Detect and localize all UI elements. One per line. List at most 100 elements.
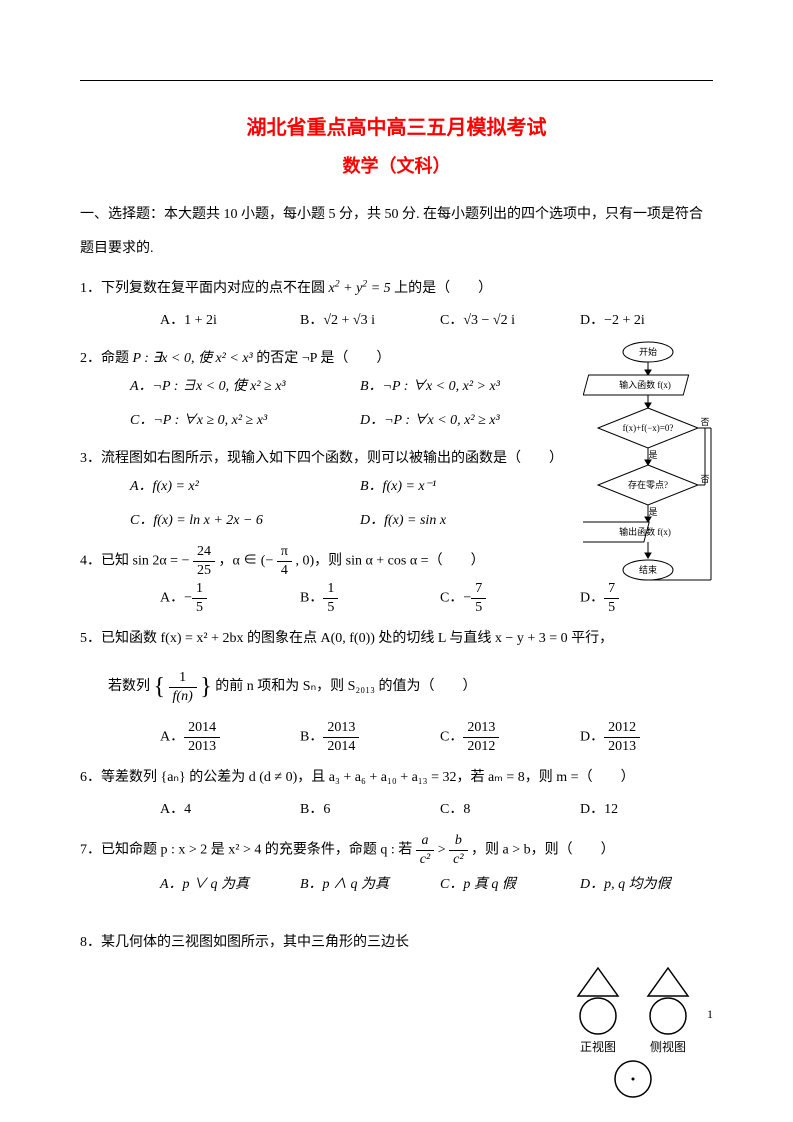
- q4B: B．: [300, 591, 323, 606]
- top-rule: [80, 80, 713, 81]
- fc-start: 开始: [639, 346, 657, 357]
- side-view: 侧视图: [643, 966, 693, 1055]
- fc-output: 输出函数 f(x): [619, 526, 671, 537]
- top-view-svg: [608, 1057, 658, 1102]
- q1-opt-d: D．−2 + 2i: [580, 307, 680, 335]
- q7-opt-a: A．p ∨ q 为真: [160, 871, 260, 899]
- question-8: 8．某几何体的三视图如图所示，其中三角形的三边长: [80, 929, 713, 957]
- q7f2: bc²: [449, 834, 467, 867]
- q2-opt-d: D．¬P : ∀x < 0, x² ≥ x³: [360, 407, 560, 435]
- question-1: 1．下列复数在复平面内对应的点不在圆 x2 + y2 = 5 上的是（ ） A．…: [80, 275, 713, 335]
- q4-frac1-num: 24: [193, 545, 215, 562]
- q3-stem: 3．流程图如右图所示，现输入如下四个函数，则可以被输出的函数是（ ）: [80, 445, 563, 473]
- q4Cd: 5: [471, 599, 486, 615]
- fc-cond2: 存在零点?: [628, 479, 668, 490]
- q6-opt-b: B．6: [300, 796, 400, 824]
- q5-opt-a: A．20142013: [160, 721, 260, 754]
- question-6: 6．等差数列 {aₙ} 的公差为 d (d ≠ 0)，且 a₃ + a₆ + a…: [80, 764, 713, 824]
- q5-opt-d: D．20122013: [580, 721, 680, 754]
- q1-stem: 1．下列复数在复平面内对应的点不在圆 x2 + y2 = 5 上的是（ ）: [80, 275, 713, 303]
- brace-l: {: [154, 674, 166, 700]
- section-intro: 一、选择题：本大题共 10 小题，每小题 5 分，共 50 分. 在每小题列出的…: [80, 198, 713, 265]
- q4-frac2: π4: [277, 545, 292, 578]
- q2-stem-a: 2．命题: [80, 351, 133, 366]
- q5Bn: 2013: [323, 721, 359, 738]
- q7-opt-d: D．p, q 均为假: [580, 871, 680, 899]
- question-7: 7．已知命题 p : x > 2 是 x² > 4 的充要条件，命题 q : 若…: [80, 834, 713, 899]
- q7f1n: a: [416, 834, 434, 851]
- q1-opt-a: A．1 + 2i: [160, 307, 260, 335]
- q7f1d: c²: [416, 851, 434, 867]
- q2-stem-b: P : ∃x < 0, 使 x² < x³: [133, 351, 253, 366]
- q7-opt-b: B．p ∧ q 为真: [300, 871, 400, 899]
- q4Ad: 5: [192, 599, 207, 615]
- q7-stem: 7．已知命题 p : x > 2 是 x² > 4 的充要条件，命题 q : 若…: [80, 834, 713, 867]
- q2-opt-a: A．¬P : ∃x < 0, 使 x² ≥ x³: [130, 373, 330, 401]
- q2-opt-c: C．¬P : ∀x ≥ 0, x² ≥ x³: [130, 407, 330, 435]
- q5-brace-frac: 1f(n): [169, 671, 197, 704]
- front-view-svg: [573, 966, 623, 1036]
- q5bd: f(n): [169, 688, 197, 704]
- front-view: 正视图: [573, 966, 623, 1055]
- subtitle: 数学（文科）: [80, 152, 713, 178]
- q6-opt-a: A．4: [160, 796, 260, 824]
- q6-opt-c: C．8: [440, 796, 540, 824]
- q2-stem-c: 的否定 ¬P 是（ ）: [253, 351, 391, 366]
- q4-opt-a: A．−15: [160, 582, 260, 615]
- q4A: A．−: [160, 591, 192, 606]
- q4Bd: 5: [323, 599, 338, 615]
- q5C: C．: [440, 730, 463, 745]
- side-view-svg: [643, 966, 693, 1036]
- fc-cond1: f(x)+f(−x)=0?: [623, 423, 674, 433]
- q7f2n: b: [449, 834, 467, 851]
- q5Bd: 2014: [323, 738, 359, 754]
- q4Cn: 7: [471, 582, 486, 599]
- q5D: D．: [580, 730, 604, 745]
- q5B: B．: [300, 730, 323, 745]
- q8-stem: 8．某几何体的三视图如图所示，其中三角形的三边长: [80, 929, 713, 957]
- q4-c: , 0)，则 sin α + cos α =（ ）: [295, 554, 484, 569]
- q4-opt-b: B．15: [300, 582, 400, 615]
- q3-opt-a: A．f(x) = x²: [130, 473, 330, 501]
- q5-stem: 5．已知函数 f(x) = x² + 2bx 的图象在点 A(0, f(0)) …: [80, 625, 713, 653]
- q5-opt-c: C．20132012: [440, 721, 540, 754]
- q4-opt-c: C．−75: [440, 582, 540, 615]
- page-number: 1: [707, 1007, 713, 1022]
- q5s2b: 的前 n 项和为 Sₙ，则 S₂₀₁₃ 的值为（ ）: [215, 679, 476, 694]
- q5An: 2014: [184, 721, 220, 738]
- q1-opt-c: C．√3 − √2 i: [440, 307, 540, 335]
- q4-frac1-den: 25: [193, 562, 215, 578]
- q3-opt-d: D．f(x) = sin x: [360, 507, 560, 535]
- side-view-label: 侧视图: [650, 1038, 686, 1055]
- q3-opt-c: C．f(x) = ln x + 2x − 6: [130, 507, 330, 535]
- q7-opt-c: C．p 真 q 假: [440, 871, 540, 899]
- q5s2a: 若数列: [108, 679, 154, 694]
- front-view-label: 正视图: [580, 1038, 616, 1055]
- q4-frac1: 2425: [193, 545, 215, 578]
- fc-input: 输入函数 f(x): [619, 379, 671, 390]
- q4-frac2-den: 4: [277, 562, 292, 578]
- q3-opt-b: B．f(x) = x⁻¹: [360, 473, 560, 501]
- brace-r: }: [200, 674, 212, 700]
- q6-stem: 6．等差数列 {aₙ} 的公差为 d (d ≠ 0)，且 a₃ + a₆ + a…: [80, 764, 713, 792]
- q7f2d: c²: [449, 851, 467, 867]
- fc-no2: 否: [700, 474, 709, 484]
- q5bn: 1: [169, 671, 197, 688]
- flowchart-svg: 开始 输入函数 f(x) f(x)+f(−x)=0? 存在零点? 输出函数 f(…: [583, 340, 713, 620]
- q4-b: ，α ∈ (−: [218, 554, 273, 569]
- title: 湖北省重点高中高三五月模拟考试: [80, 111, 713, 140]
- flowchart: 开始 输入函数 f(x) f(x)+f(−x)=0? 存在零点? 输出函数 f(…: [583, 340, 713, 623]
- q5-opt-b: B．20132014: [300, 721, 400, 754]
- q7c: ，则 a > b，则（ ）: [471, 843, 615, 858]
- q4An: 1: [192, 582, 207, 599]
- fc-yes1: 是: [648, 450, 657, 460]
- q5Dd: 2013: [604, 738, 640, 754]
- q5Ad: 2013: [184, 738, 220, 754]
- question-5: 5．已知函数 f(x) = x² + 2bx 的图象在点 A(0, f(0)) …: [80, 625, 713, 754]
- q5Dn: 2012: [604, 721, 640, 738]
- q1-opt-b: B．√2 + √3 i: [300, 307, 400, 335]
- fc-no1: 否: [700, 417, 709, 427]
- top-view: [608, 1057, 658, 1102]
- q7a: 7．已知命题 p : x > 2 是 x² > 4 的充要条件，命题 q : 若: [80, 843, 416, 858]
- q4C: C．−: [440, 591, 471, 606]
